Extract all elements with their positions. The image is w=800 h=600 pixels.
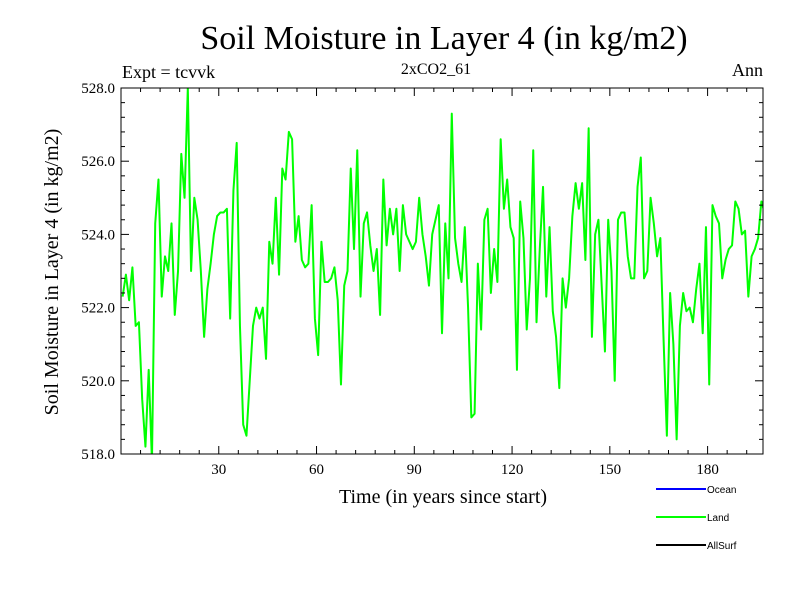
x-tick-label: 120 — [501, 462, 524, 478]
legend-label-allsurf: AllSurf — [707, 541, 737, 552]
chart-subtitle: 2xCO2_61 — [401, 61, 471, 78]
plot-area: 30 60 90 120 150 180 518.0 520.0 522.0 524.0 526.0… — [81, 81, 764, 478]
y-tick-label: 524.0 — [81, 227, 115, 243]
chart-title: Soil Moisture in Layer 4 (in kg/m2) — [200, 20, 687, 57]
x-tick-label: 30 — [211, 462, 226, 478]
y-tick-label: 528.0 — [81, 81, 115, 97]
x-axis-label: Time (in years since start) — [339, 486, 547, 508]
x-tick-label: 60 — [309, 462, 324, 478]
x-tick-label: 150 — [599, 462, 622, 478]
plot-frame — [120, 87, 764, 455]
y-tick-label: 526.0 — [81, 154, 115, 170]
experiment-label: Expt = tcvvk — [122, 62, 215, 82]
y-axis-label: Soil Moisture in Layer 4 (in kg/m2) — [41, 129, 63, 416]
y-tick-label: 520.0 — [81, 374, 115, 390]
x-tick-label: 90 — [407, 462, 422, 478]
legend-label-ocean: Ocean — [707, 485, 736, 496]
period-label: Ann — [732, 60, 763, 80]
y-tick-label: 522.0 — [81, 301, 115, 317]
legend: Ocean Land AllSurf — [656, 485, 737, 552]
legend-label-land: Land — [707, 513, 729, 524]
y-tick-label: 518.0 — [81, 447, 115, 463]
x-tick-label: 180 — [696, 462, 719, 478]
series-line-land — [121, 88, 763, 454]
